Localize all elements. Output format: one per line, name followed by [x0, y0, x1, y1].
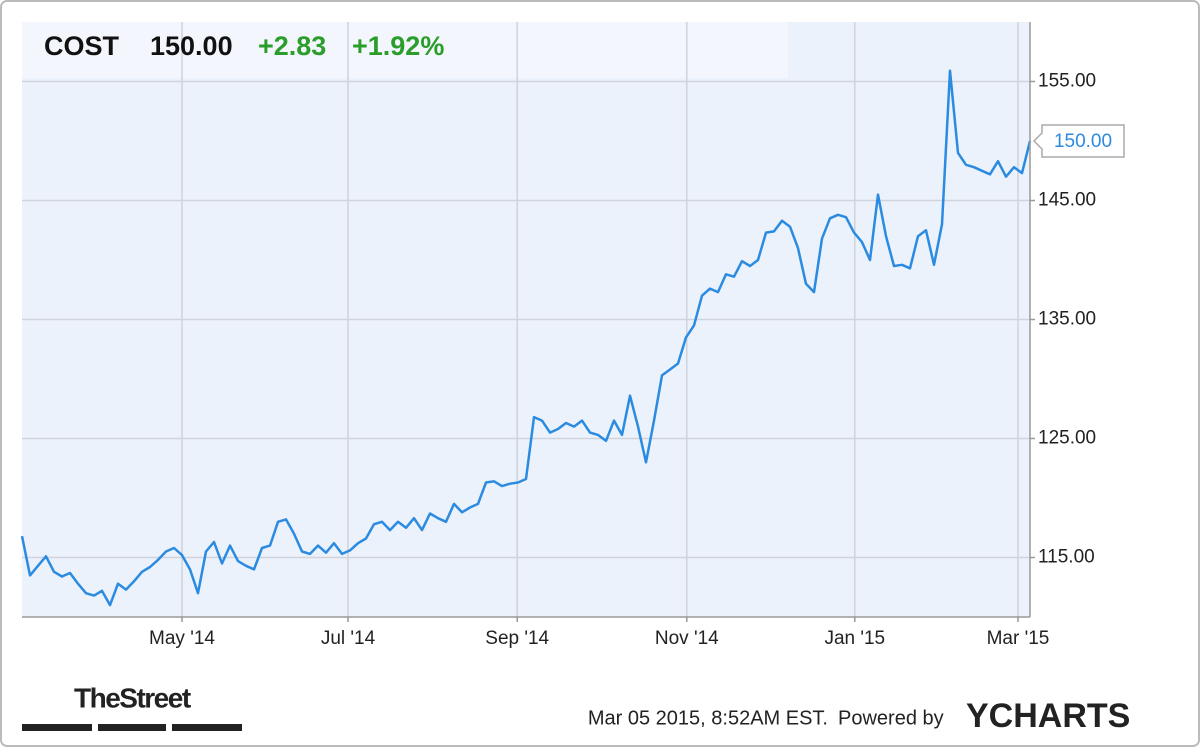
y-tick-label: 155.00: [1038, 71, 1096, 92]
brand-bar: [98, 724, 166, 731]
change-pct: +1.92%: [352, 31, 444, 61]
brand-bar: [22, 724, 92, 731]
change: +2.83: [258, 31, 326, 61]
x-tick-label: Jul '14: [321, 628, 376, 649]
grid: [22, 22, 1030, 617]
last-price-label: 150.00: [1054, 131, 1112, 152]
ticker: COST: [44, 31, 120, 61]
powered-by: Powered by: [838, 707, 944, 729]
brand: TheStreet: [74, 682, 191, 713]
x-tick-label: May '14: [149, 628, 215, 649]
x-tick-label: Mar '15: [987, 628, 1050, 649]
x-tick-label: Nov '14: [655, 628, 719, 649]
brand-bar: [172, 724, 242, 731]
price-line: [20, 69, 1032, 607]
x-tick-label: Sep '14: [485, 628, 549, 649]
header-band: [22, 22, 788, 78]
last-price-box: [1032, 124, 1125, 158]
y-tick-label: 145.00: [1038, 190, 1096, 211]
y-tick-label: 115.00: [1038, 547, 1095, 568]
series: [20, 69, 1032, 607]
x-tick-label: Jan '15: [824, 628, 885, 649]
logo: YCHARTS: [966, 697, 1130, 735]
y-tick-label: 125.00: [1038, 428, 1096, 449]
y-tick-label: 135.00: [1038, 309, 1096, 330]
price: 150.00: [150, 31, 233, 61]
timestamp: Mar 05 2015, 8:52AM EST.: [588, 707, 828, 729]
